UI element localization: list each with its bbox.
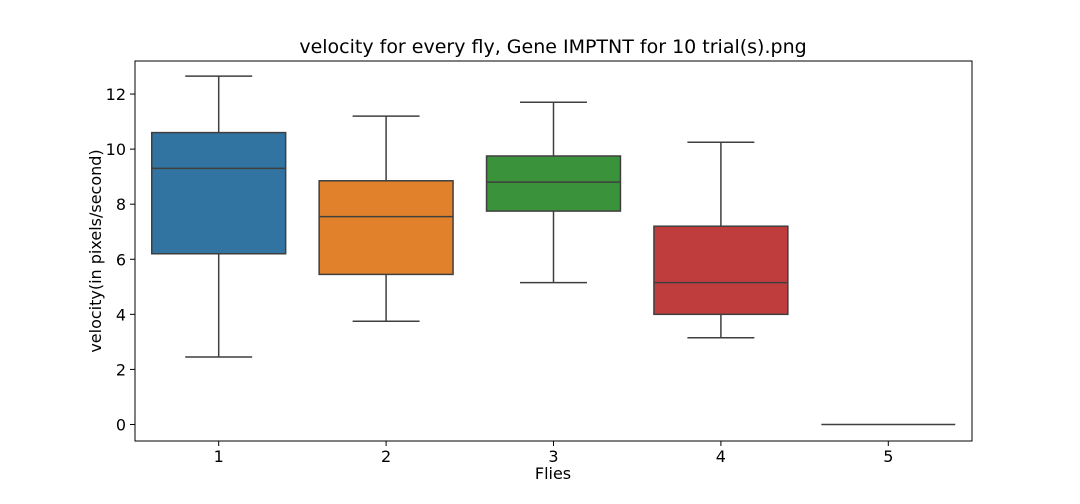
iqr-box — [318, 180, 454, 276]
iqr-box — [150, 131, 287, 255]
y-tick-label: 8 — [116, 195, 126, 214]
x-axis: 1 2 3 4 5 — [214, 441, 893, 466]
box-group-fly-1 — [150, 75, 287, 358]
y-axis-label: velocity(in pixels/second) — [86, 149, 105, 352]
plot-frame — [134, 60, 973, 442]
iqr-box — [653, 225, 789, 316]
x-tick-label: 5 — [883, 447, 893, 466]
x-tick-label: 3 — [548, 447, 558, 466]
y-axis: 0 2 4 6 8 10 12 — [106, 85, 135, 434]
y-tick-label: 6 — [116, 250, 126, 269]
y-tick-label: 0 — [116, 415, 126, 434]
box-group-fly-3 — [485, 101, 622, 284]
x-tick-label: 4 — [716, 447, 726, 466]
box-group-fly-2 — [318, 115, 454, 322]
y-tick-label: 2 — [116, 360, 126, 379]
plot-area — [150, 75, 956, 426]
box-group-fly-4 — [653, 141, 789, 339]
iqr-box — [485, 155, 622, 212]
x-tick-label: 2 — [381, 447, 391, 466]
x-tick-label: 1 — [214, 447, 224, 466]
x-axis-label: Flies — [535, 464, 571, 483]
chart-title: velocity for every fly, Gene IMPTNT for … — [299, 36, 806, 58]
y-tick-label: 12 — [106, 85, 126, 104]
y-tick-label: 10 — [106, 140, 126, 159]
y-tick-label: 4 — [116, 305, 126, 324]
